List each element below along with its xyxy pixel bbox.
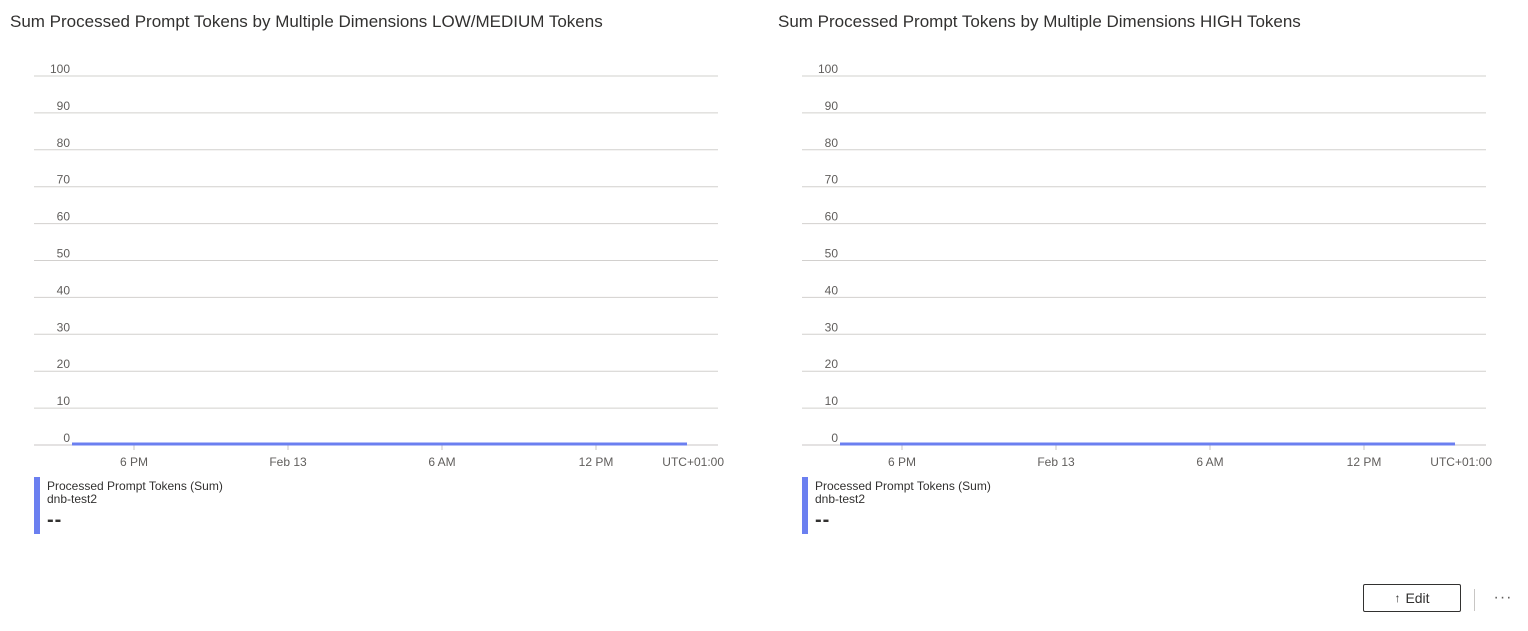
- legend-resource-name: dnb-test2: [815, 492, 866, 506]
- y-tick-label: 90: [57, 99, 71, 113]
- y-tick-label: 100: [50, 62, 70, 76]
- more-options-button[interactable]: ···: [1493, 589, 1513, 606]
- y-tick-label: 20: [825, 357, 839, 371]
- timezone-label: UTC+01:00: [662, 455, 724, 469]
- x-tick-label: Feb 13: [269, 455, 307, 469]
- y-tick-label: 80: [825, 136, 839, 150]
- x-tick-label: 12 PM: [579, 455, 614, 469]
- y-tick-label: 80: [57, 136, 71, 150]
- y-tick-label: 0: [63, 431, 70, 445]
- x-tick-label: 6 AM: [1196, 455, 1223, 469]
- x-tick-label: 6 PM: [120, 455, 148, 469]
- y-tick-label: 20: [57, 357, 71, 371]
- y-tick-label: 90: [825, 99, 839, 113]
- timezone-label: UTC+01:00: [1430, 455, 1492, 469]
- edit-button[interactable]: ↑ Edit: [1363, 584, 1461, 612]
- legend-resource-name: dnb-test2: [47, 492, 98, 506]
- y-tick-label: 40: [825, 283, 839, 297]
- y-tick-label: 10: [825, 394, 839, 408]
- chart-legend[interactable]: Processed Prompt Tokens (Sum) dnb-test2 …: [802, 477, 991, 534]
- chart-legend[interactable]: Processed Prompt Tokens (Sum) dnb-test2 …: [34, 477, 223, 534]
- x-tick-label: 12 PM: [1347, 455, 1382, 469]
- y-tick-label: 30: [825, 320, 839, 334]
- y-tick-label: 100: [818, 62, 838, 76]
- y-tick-label: 70: [57, 173, 71, 187]
- y-tick-label: 40: [57, 283, 71, 297]
- toolbar-divider: [1474, 589, 1475, 611]
- x-tick-label: 6 PM: [888, 455, 916, 469]
- y-tick-label: 60: [825, 210, 839, 224]
- chart-title: Sum Processed Prompt Tokens by Multiple …: [10, 12, 603, 31]
- y-tick-label: 50: [825, 247, 839, 261]
- legend-color-swatch: [802, 477, 808, 534]
- legend-metric-name: Processed Prompt Tokens (Sum): [815, 479, 991, 493]
- y-tick-label: 30: [57, 320, 71, 334]
- chart-panel-low-medium[interactable]: Sum Processed Prompt Tokens by Multiple …: [0, 0, 760, 560]
- edit-button-label: Edit: [1405, 590, 1430, 606]
- legend-value: --: [815, 509, 831, 531]
- x-tick-label: Feb 13: [1037, 455, 1075, 469]
- arrow-up-icon: ↑: [1394, 591, 1401, 605]
- chart-title: Sum Processed Prompt Tokens by Multiple …: [778, 12, 1301, 31]
- chart-panel-high[interactable]: Sum Processed Prompt Tokens by Multiple …: [768, 0, 1528, 560]
- y-tick-label: 50: [57, 247, 71, 261]
- legend-metric-name: Processed Prompt Tokens (Sum): [47, 479, 223, 493]
- y-tick-label: 60: [57, 210, 71, 224]
- legend-value: --: [47, 509, 63, 531]
- legend-color-swatch: [34, 477, 40, 534]
- y-tick-label: 0: [831, 431, 838, 445]
- y-tick-label: 10: [57, 394, 71, 408]
- x-tick-label: 6 AM: [428, 455, 455, 469]
- y-tick-label: 70: [825, 173, 839, 187]
